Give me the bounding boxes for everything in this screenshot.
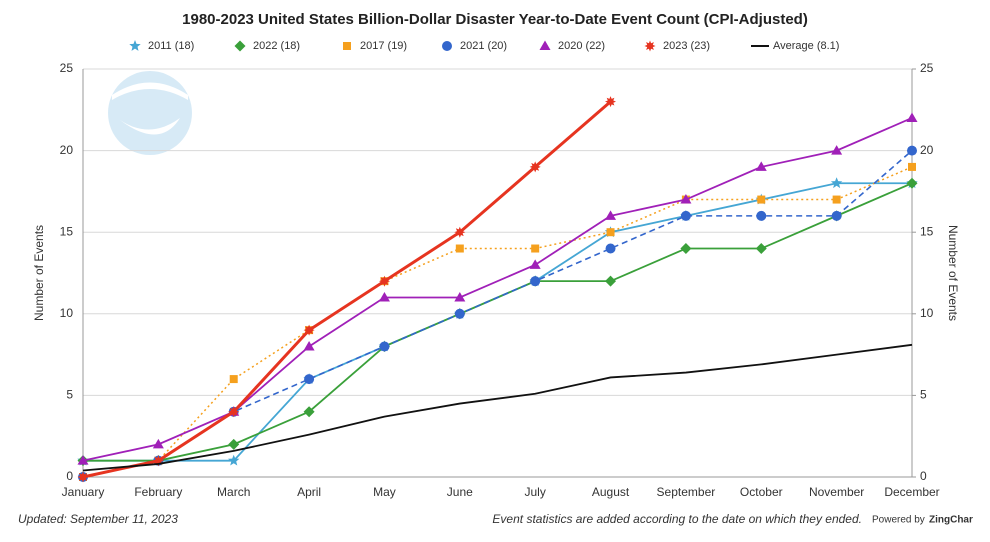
legend-label: 2011 (18) <box>148 40 194 52</box>
point <box>605 96 616 108</box>
series <box>77 177 918 466</box>
point <box>680 210 691 221</box>
point <box>531 244 540 253</box>
y-tick-label: 25 <box>60 61 74 75</box>
point <box>830 177 843 189</box>
point <box>831 210 842 221</box>
series <box>82 343 913 472</box>
legend-label: 2023 (23) <box>663 40 710 52</box>
point <box>379 341 390 352</box>
legend-swatch <box>539 40 551 50</box>
legend-swatch <box>442 41 452 51</box>
point <box>755 161 767 171</box>
point <box>529 161 541 173</box>
point <box>757 195 766 204</box>
point <box>77 471 89 483</box>
point <box>229 375 238 384</box>
x-tick-label: April <box>297 485 321 499</box>
series <box>77 177 918 467</box>
y-tick-label: 5 <box>66 388 73 402</box>
y2-tick-label: 15 <box>920 224 934 238</box>
point <box>228 454 240 466</box>
point <box>680 243 692 255</box>
point <box>378 291 390 302</box>
credit: Powered by <box>872 515 925 526</box>
y2-tick-label: 10 <box>920 306 934 320</box>
point <box>152 438 164 449</box>
y2-tick-label: 25 <box>920 61 934 75</box>
x-tick-label: July <box>525 485 546 499</box>
y-tick-label: 0 <box>66 469 73 483</box>
footer-note: Updated: September 11, 2023 <box>18 512 178 526</box>
point <box>606 228 615 237</box>
point <box>454 226 466 238</box>
point <box>304 374 315 385</box>
x-tick-label: March <box>217 485 250 499</box>
point <box>906 112 918 122</box>
series <box>77 112 918 465</box>
series-line <box>82 100 612 479</box>
y-tick-label: 20 <box>60 143 74 157</box>
x-tick-label: January <box>62 485 105 499</box>
point <box>379 275 390 287</box>
noaa-logo <box>108 71 192 155</box>
x-tick-label: October <box>740 485 783 499</box>
chart-title: 1980-2023 United States Billion-Dollar D… <box>182 11 808 28</box>
point <box>303 324 315 336</box>
series-line <box>83 182 913 462</box>
point <box>605 275 617 287</box>
point <box>907 145 917 156</box>
point <box>831 145 843 155</box>
legend-swatch <box>644 40 656 52</box>
legend-label: 2020 (22) <box>558 40 605 52</box>
y2-axis-label: Number of Events <box>946 225 960 321</box>
legend-label: 2021 (20) <box>460 40 507 52</box>
point <box>755 243 767 255</box>
x-tick-label: August <box>592 485 630 499</box>
series-line <box>82 117 913 462</box>
x-tick-label: September <box>657 485 716 499</box>
legend-label: 2022 (18) <box>253 40 300 52</box>
point <box>303 406 315 418</box>
credit-brand: ZingChar <box>929 515 973 526</box>
footer-note: Event statistics are added according to … <box>492 512 862 526</box>
point <box>529 259 541 269</box>
point <box>228 406 240 418</box>
point <box>455 244 464 253</box>
series-line <box>83 182 912 462</box>
point <box>605 243 616 254</box>
point <box>77 455 89 465</box>
point <box>756 210 767 221</box>
series-line <box>82 343 913 472</box>
point <box>303 340 315 351</box>
y-axis-label: Number of Events <box>32 225 46 321</box>
y2-tick-label: 20 <box>920 143 934 157</box>
y2-tick-label: 0 <box>920 469 927 483</box>
legend-swatch <box>129 40 141 51</box>
point <box>832 195 841 204</box>
y-tick-label: 15 <box>60 224 74 238</box>
x-tick-label: December <box>884 485 939 499</box>
point <box>680 194 692 204</box>
x-tick-label: November <box>809 485 864 499</box>
legend-label: Average (8.1) <box>773 40 839 52</box>
y2-tick-label: 5 <box>920 388 927 402</box>
point <box>454 291 466 302</box>
point <box>908 162 916 171</box>
point <box>530 276 541 287</box>
x-tick-label: June <box>447 485 473 499</box>
x-tick-label: February <box>134 485 182 499</box>
legend-swatch <box>343 42 351 50</box>
point <box>228 438 240 450</box>
y-tick-label: 10 <box>60 306 74 320</box>
legend-label: 2017 (19) <box>360 40 407 52</box>
point <box>454 308 465 319</box>
series <box>79 162 916 481</box>
point <box>906 177 918 189</box>
x-tick-label: May <box>373 485 396 499</box>
point <box>605 210 617 220</box>
legend-swatch <box>234 40 246 52</box>
